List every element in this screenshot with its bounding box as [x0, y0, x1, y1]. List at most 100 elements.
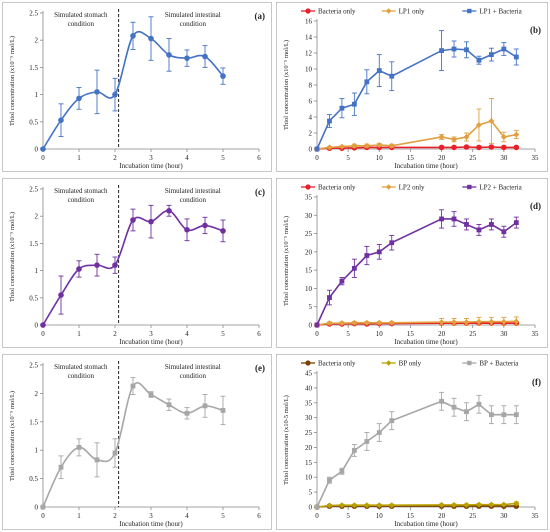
data-point [339, 278, 345, 284]
data-point [501, 412, 507, 418]
panel-b: 0 5 10 15 20 25 30 35 0 2 4 6 8 10 12 14 16 Incubation ti… [276, 2, 548, 172]
y-tick-label: 15 [305, 267, 313, 275]
data-point [513, 54, 519, 60]
legend-label: LP2 only [399, 184, 425, 192]
annotation-stomach: Simulated stomach [54, 187, 108, 195]
data-point [500, 501, 507, 508]
data-point [326, 320, 333, 327]
y-tick-label: 15 [305, 459, 313, 467]
data-point [351, 101, 357, 107]
data-point [130, 383, 136, 389]
y-axis-label: Thiol concentration (x10-5 mol/L) [283, 395, 290, 485]
legend-label: Bacteria only [318, 360, 356, 368]
data-point [202, 222, 208, 229]
y-tick-label: 2 [35, 37, 39, 45]
y-tick-label: 0 [309, 504, 313, 512]
data-point [364, 253, 370, 258]
data-point [438, 134, 445, 140]
x-tick-label: 30 [500, 330, 508, 338]
y-tick-label: 2 [35, 213, 39, 221]
data-point [58, 292, 64, 298]
x-tick-label: 25 [469, 330, 477, 338]
data-point [501, 229, 507, 235]
data-point [464, 47, 469, 53]
data-point [476, 227, 482, 233]
y-axis-label: Thiol concentration (x10⁻⁵ mol/L) [9, 36, 16, 126]
x-tick-label: 3 [149, 154, 153, 162]
data-point [363, 319, 370, 326]
y-tick-label: 5 [309, 489, 313, 497]
data-point [94, 89, 100, 95]
y-tick-label: 30 [305, 414, 313, 422]
data-point [388, 142, 395, 149]
annotation-stomach: Simulated stomach [54, 11, 108, 19]
series-line [316, 505, 517, 508]
y-tick-label: 1 [35, 91, 39, 99]
legend-marker [467, 184, 472, 190]
data-point [202, 403, 208, 409]
x-tick-label: 30 [500, 512, 508, 520]
data-point [513, 144, 520, 151]
data-point [166, 207, 172, 214]
y-tick-label: 0.5 [29, 294, 38, 302]
panel-a: 0 1 2 3 4 5 6 0 0.5 1 1.5 2 2.5 Incubation time (hour… [2, 2, 272, 172]
chart-f: 0 5 10 15 20 25 30 35 0 5 10 15 20 25 30 35 40 45 Incubati… [283, 360, 541, 529]
y-tick-label: 0 [309, 322, 313, 330]
data-point [351, 142, 358, 149]
data-point [513, 220, 519, 225]
data-point [489, 222, 494, 227]
chart-a: 0 1 2 3 4 5 6 0 0.5 1 1.5 2 2.5 Incubation time (hour… [9, 9, 265, 170]
x-tick-label: 2 [113, 512, 117, 520]
y-tick-label: 0.5 [29, 475, 38, 483]
x-tick-label: 6 [257, 154, 261, 162]
data-point [314, 146, 320, 152]
legend-label: Bacteria only [318, 8, 356, 16]
x-tick-label: 35 [532, 512, 540, 520]
data-point [364, 79, 370, 85]
data-point [438, 501, 445, 508]
y-tick-label: 12 [305, 50, 313, 58]
data-point [463, 134, 470, 140]
data-point [166, 52, 172, 58]
annotation-intestinal: Simulated intestinal [165, 363, 221, 371]
data-point [130, 217, 136, 223]
data-point [220, 408, 226, 413]
x-tick-label: 0 [41, 512, 45, 520]
x-tick-label: 5 [221, 154, 225, 162]
data-point [476, 57, 482, 63]
series-line [316, 400, 517, 508]
series-line [316, 218, 517, 326]
data-point [438, 144, 445, 151]
y-tick-label: 0.5 [29, 118, 38, 126]
data-point [40, 322, 46, 328]
data-point [439, 398, 444, 404]
y-tick-label: 30 [305, 212, 313, 220]
x-tick-label: 5 [346, 154, 350, 162]
data-point [376, 249, 382, 255]
data-point [451, 136, 458, 143]
data-point [476, 401, 482, 407]
data-point [327, 295, 332, 300]
x-tick-label: 5 [221, 330, 225, 338]
panel-label: (b) [530, 25, 541, 35]
y-tick-label: 2.5 [29, 10, 38, 18]
x-tick-label: 35 [532, 154, 540, 162]
y-tick-label: 5 [309, 303, 313, 311]
data-point [475, 501, 482, 508]
legend-label: BP only [399, 360, 422, 368]
data-point [220, 73, 226, 79]
data-point [500, 318, 507, 325]
legend-label: Bacteria only [318, 184, 356, 192]
x-tick-label: 15 [407, 512, 415, 520]
data-point [184, 227, 190, 233]
annotation-stomach: Simulated stomach [54, 363, 108, 371]
chart-e: 0 1 2 3 4 5 6 0 0.5 1 1.5 2 2.5 Incubation time (hour… [9, 361, 265, 528]
y-tick-label: 0 [309, 146, 313, 154]
chart-b: 0 5 10 15 20 25 30 35 0 2 4 6 8 10 12 14 16 Incubation ti… [283, 8, 541, 171]
x-tick-label: 5 [221, 512, 225, 520]
x-axis-label: Incubation time (hour) [119, 338, 183, 346]
x-tick-label: 25 [469, 512, 477, 520]
y-tick-label: 1 [35, 267, 39, 275]
x-tick-label: 10 [376, 330, 384, 338]
x-axis-label: Incubation time (hour) [394, 338, 458, 346]
